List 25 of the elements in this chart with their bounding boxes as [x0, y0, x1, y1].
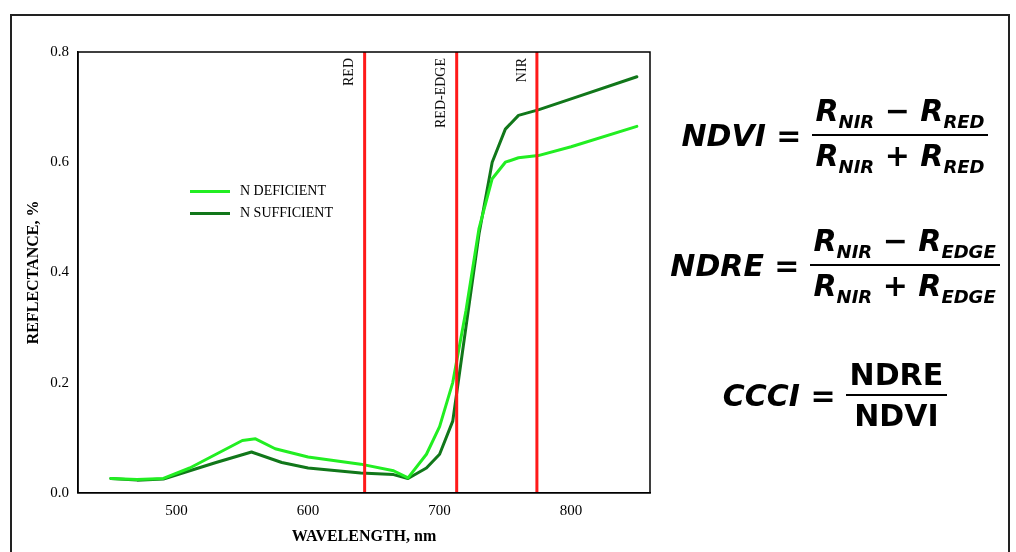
y-tick-label: 0.6: [50, 153, 70, 170]
legend-label: N DEFICIENT: [240, 183, 326, 199]
text: NDRE =: [670, 247, 800, 283]
legend-label: N SUFFICIENT: [240, 205, 333, 221]
text: NDVI =: [681, 117, 802, 153]
text: CCCI =: [722, 377, 836, 413]
y-tick-label: 0.2: [50, 373, 69, 390]
ref-line-label: RED: [341, 58, 357, 86]
x-axis-title: WAVELENGTH, nm: [291, 526, 437, 544]
x-tick-label: 800: [559, 501, 583, 518]
y-axis-title: REFLECTANCE, %: [23, 200, 41, 345]
text: R$_{NIR}$ + R$_{EDGE}$: [812, 267, 997, 307]
ref-line-label: NIR: [513, 57, 529, 83]
y-tick-label: 0.0: [50, 483, 69, 500]
x-tick-label: 600: [296, 501, 320, 518]
text: NDVI: [853, 397, 940, 433]
text: R$_{NIR}$ − R$_{RED}$: [811, 93, 989, 136]
ref-line-label: RED-EDGE: [433, 58, 449, 128]
y-tick-label: 0.8: [50, 42, 69, 59]
y-tick-label: 0.4: [50, 263, 70, 280]
text: R$_{NIR}$ + R$_{RED}$: [814, 137, 986, 177]
x-tick-label: 500: [165, 501, 188, 518]
text: R$_{NIR}$ − R$_{EDGE}$: [809, 223, 1000, 266]
text: NDRE: [845, 357, 948, 396]
x-tick-label: 700: [428, 501, 451, 518]
